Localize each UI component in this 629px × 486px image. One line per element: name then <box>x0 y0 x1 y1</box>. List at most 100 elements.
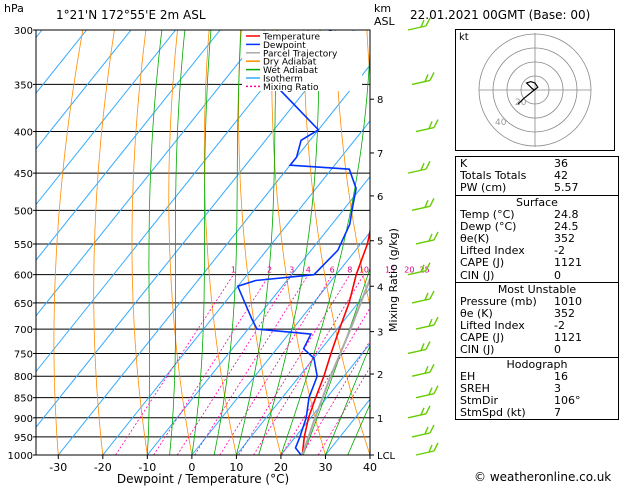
isotherm <box>57 64 370 455</box>
wet-adiabat <box>169 30 186 455</box>
hpa-label: hPa <box>4 2 24 15</box>
isotherm <box>102 120 370 455</box>
pressure-tick: 350 <box>14 80 33 91</box>
mixing-ratio-tick: 2 <box>267 266 272 275</box>
hodograph-param-label: SREH <box>460 381 490 395</box>
isotherm <box>36 30 176 206</box>
wind-barb <box>415 119 439 133</box>
surface-label: Lifted Index <box>460 244 525 258</box>
totals-value: 42 <box>554 169 568 183</box>
isotherm <box>280 342 370 455</box>
wet-adiabat <box>302 267 370 455</box>
mixing-ratio-line <box>301 339 370 455</box>
surface-label: CAPE (J) <box>460 256 505 270</box>
surface-label: θe(K) <box>460 231 490 245</box>
x-tick-label: 0 <box>188 461 195 474</box>
x-tick-label: 30 <box>318 461 332 474</box>
wind-barb <box>415 385 439 399</box>
km-tick-label: 2 <box>377 370 383 381</box>
x-tick-label: 20 <box>274 461 288 474</box>
hodograph-title: Hodograph <box>506 357 568 371</box>
legend-entry: Dewpoint <box>263 41 306 51</box>
surface-title: Surface <box>516 195 558 209</box>
asl-label: ASL <box>374 15 395 28</box>
wet-adiabat <box>347 403 370 455</box>
legend-entry: Mixing Ratio <box>263 83 319 93</box>
surface-value: 24.5 <box>554 219 579 233</box>
mixing-ratio-tick: 20 <box>404 266 414 275</box>
pressure-tick: 650 <box>14 299 33 310</box>
km-tick-label: 7 <box>377 149 383 160</box>
pw-value: 5.57 <box>554 181 579 195</box>
hodograph-param-value: 106° <box>554 394 581 407</box>
isotherm <box>36 30 355 428</box>
mixing-ratio-tick: 3 <box>289 266 294 275</box>
x-tick-label: 40 <box>363 461 377 474</box>
mixing-ratio-line <box>253 274 365 455</box>
wind-barb <box>407 341 431 355</box>
dewpoint-line <box>236 30 357 455</box>
indices-table: K 36 Totals Totals 42 PW (cm) 5.57 Surfa… <box>455 156 619 421</box>
dry-adiabat <box>303 30 370 455</box>
hodograph-param-row: StmDir 106° <box>456 394 618 407</box>
copyright[interactable]: © weatheronline.co.uk <box>474 470 612 484</box>
pressure-tick: 400 <box>14 128 33 139</box>
wind-barb <box>411 290 435 304</box>
surface-value: 24.8 <box>554 207 579 221</box>
x-tick-label: -10 <box>138 461 156 474</box>
pressure-tick: 950 <box>14 433 33 444</box>
surface-row: Lifted Index -2 <box>456 244 618 258</box>
wind-barb <box>415 442 439 456</box>
hodograph-param-row: StmSpd (kt) 7 <box>456 406 618 420</box>
km-tick-label: 4 <box>377 282 383 293</box>
mixing-ratio-tick: 6 <box>330 266 335 275</box>
isotherm <box>236 287 370 455</box>
surface-row: CIN (J) 0 <box>456 269 618 282</box>
most-unstable-row: Lifted Index -2 <box>456 319 618 332</box>
mixing-ratio-line <box>194 274 309 455</box>
datetime-title: 22.01.2021 00GMT (Base: 00) <box>410 8 591 22</box>
wet-adiabat <box>146 30 163 455</box>
mixing-ratio-tick: 8 <box>347 266 352 275</box>
km-tick-label: LCL <box>377 451 396 462</box>
surface-section: Surface Temp (°C) 24.8 Dewp (°C) 24.5 θe(K) 3… <box>456 194 618 282</box>
dry-adiabat <box>619 30 629 455</box>
wind-barb <box>407 262 431 276</box>
surface-label: Dewp (°C) <box>460 219 517 233</box>
hodograph-param-value: 7 <box>554 406 561 420</box>
pressure-tick: 450 <box>14 169 33 180</box>
wind-barb <box>411 72 435 86</box>
isotherm <box>191 231 370 455</box>
parcel-trajectory-line <box>301 276 370 455</box>
wind-barb <box>407 17 431 31</box>
wind-barb <box>411 198 435 212</box>
mixing-ratio-tick: 4 <box>306 266 311 275</box>
dry-adiabat <box>271 30 326 455</box>
legend-entry: Dry Adiabat <box>263 58 317 68</box>
wet-adiabat <box>280 43 370 455</box>
wet-adiabat <box>191 30 212 455</box>
plot-frame <box>35 29 371 456</box>
most-unstable-section: Most Unstable Pressure (mb) 1010 θe (K) 352… <box>456 281 618 357</box>
hodograph-param-row: SREH 3 <box>456 381 618 395</box>
km-tick-label: 5 <box>377 237 383 248</box>
pw-label: PW (cm) <box>460 181 507 195</box>
temperature-line <box>301 227 370 455</box>
pressure-tick: 500 <box>14 206 33 217</box>
surface-label: Temp (°C) <box>460 207 515 221</box>
isotherm <box>36 30 132 150</box>
pressure-tick: 850 <box>14 394 33 405</box>
mixing-ratio-tick: 1 <box>231 266 236 275</box>
hodograph-param-value: 3 <box>554 381 561 395</box>
mixing-ratio-tick: 25 <box>420 266 430 275</box>
most-unstable-label: Pressure (mb) <box>460 294 537 308</box>
km-label: km <box>374 2 392 15</box>
dry-adiabat <box>53 30 84 455</box>
km-tick-label: 3 <box>377 328 383 339</box>
dry-adiabat <box>334 30 370 308</box>
km-tick-label: 8 <box>377 95 383 106</box>
pressure-tick: 1000 <box>8 451 33 462</box>
most-unstable-value: 352 <box>554 306 575 320</box>
legend-entry: Temperature <box>262 33 320 43</box>
